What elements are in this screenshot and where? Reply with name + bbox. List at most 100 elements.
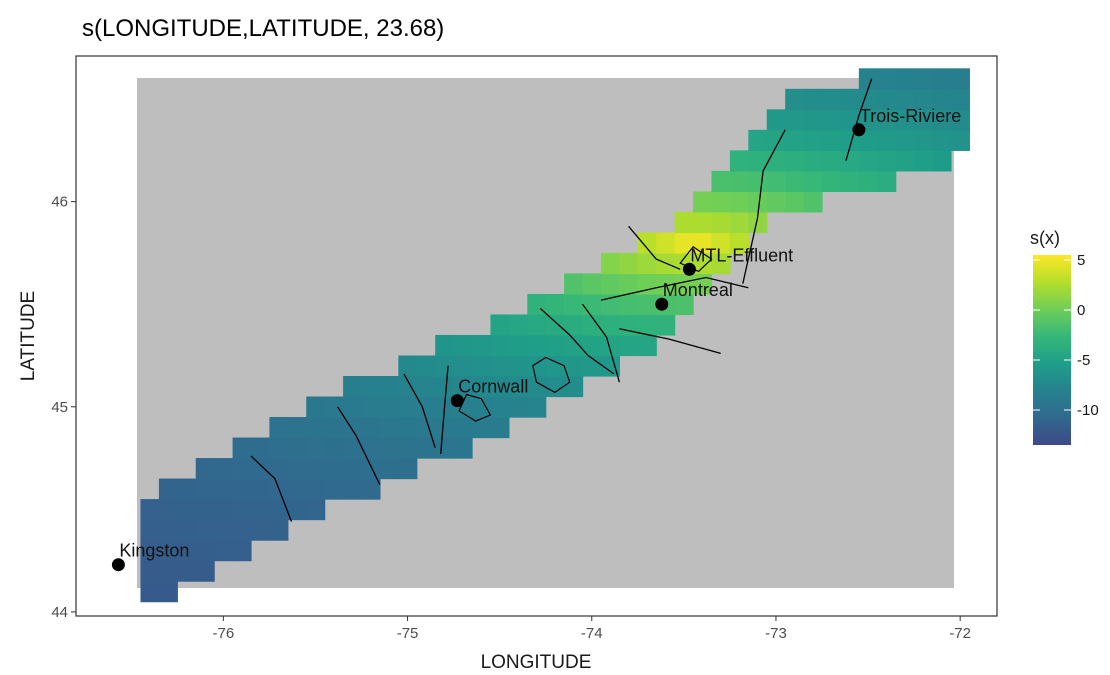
- heatmap-cell: [214, 458, 234, 480]
- heatmap-cell: [600, 273, 620, 295]
- heatmap-cell: [545, 355, 565, 377]
- heatmap-cell: [600, 355, 620, 377]
- heatmap-cell: [306, 458, 326, 480]
- heatmap-cell: [269, 499, 289, 521]
- heatmap-cell: [435, 437, 455, 459]
- location-point: [450, 394, 464, 408]
- heatmap-cell: [729, 170, 749, 192]
- heatmap-cell: [803, 150, 823, 172]
- heatmap-cell: [600, 314, 620, 336]
- heatmap-cell: [435, 355, 455, 377]
- heatmap-cell: [361, 478, 381, 500]
- heatmap-cell: [637, 252, 657, 275]
- location-label: Montreal: [663, 280, 733, 300]
- heatmap-cell: [914, 150, 934, 172]
- heatmap-cell: [472, 334, 492, 357]
- heatmap-cell: [766, 150, 786, 172]
- heatmap-cell: [398, 417, 418, 439]
- y-tick-label: 45: [51, 399, 68, 416]
- x-axis: -76 -75 -74 -73 -72: [213, 616, 971, 642]
- heatmap-cell: [877, 68, 897, 90]
- contour-line: [600, 276, 749, 301]
- heatmap-cell: [140, 540, 160, 562]
- heatmap-cell: [895, 109, 915, 131]
- heatmap-cell: [822, 88, 842, 110]
- heatmap-cell: [379, 437, 399, 459]
- x-tick-label: -73: [765, 625, 787, 642]
- heatmap-cell: [950, 109, 970, 131]
- heatmap-cell: [269, 417, 289, 439]
- heatmap-cell: [158, 499, 178, 521]
- heatmap-cell: [711, 211, 731, 234]
- heatmap-cell: [508, 314, 528, 336]
- heatmap-cell: [766, 191, 786, 213]
- heatmap-cell: [214, 540, 234, 562]
- heatmap-cell: [287, 458, 307, 480]
- location-point: [852, 123, 866, 137]
- heatmap-cell: [858, 129, 878, 151]
- heatmap-cell: [214, 478, 234, 500]
- heatmap-cell: [195, 560, 215, 582]
- heatmap-cell: [785, 109, 805, 131]
- heatmap-cell: [950, 68, 970, 90]
- heatmap-cell: [711, 191, 731, 213]
- heatmap-cell: [877, 129, 897, 151]
- heatmap-cell: [269, 519, 289, 541]
- heatmap-cell: [858, 109, 878, 131]
- heatmap-cell: [785, 129, 805, 151]
- heatmap-cell: [453, 334, 473, 357]
- heatmap-cell: [600, 334, 620, 357]
- heatmap-cell: [895, 68, 915, 90]
- location-label: Trois-Riviere: [860, 106, 961, 126]
- heatmap-cell: [490, 334, 510, 357]
- heatmap-cell: [729, 191, 749, 213]
- heatmap-cell: [195, 499, 215, 521]
- heatmap-cell: [637, 314, 657, 336]
- heatmap-cell: [914, 109, 934, 131]
- heatmap-cell: [895, 150, 915, 172]
- heatmap-cell: [361, 458, 381, 480]
- heatmap-cell: [324, 396, 344, 418]
- x-tick-label: -76: [213, 625, 235, 642]
- heatmap-cell: [472, 396, 492, 418]
- heatmap-cell: [343, 458, 363, 480]
- heatmap-cell: [527, 376, 547, 398]
- heatmap-cell: [195, 478, 215, 500]
- contour-lines: [250, 78, 873, 522]
- heatmap-cell: [324, 478, 344, 500]
- contour-line: [337, 406, 381, 485]
- heatmap-cell: [527, 314, 547, 336]
- heatmap-cell: [877, 150, 897, 172]
- heatmap-cell: [785, 170, 805, 192]
- heatmap-cell: [250, 499, 271, 521]
- heatmap-cell: [306, 417, 326, 439]
- contour-loop: [458, 393, 492, 422]
- heatmap-cell: [140, 581, 160, 603]
- heatmap-cell: [895, 88, 915, 110]
- y-tick-label: 46: [51, 194, 68, 211]
- heatmap-cell: [582, 273, 602, 295]
- heatmap-cell: [195, 519, 215, 541]
- heatmap-cell: [306, 499, 326, 521]
- heatmap-cell: [232, 519, 252, 541]
- heatmap-cell: [158, 540, 178, 562]
- heatmap-cell: [250, 458, 271, 480]
- heatmap-cell: [306, 478, 326, 500]
- heatmap-cell: [527, 334, 547, 357]
- heatmap-cell: [416, 376, 436, 398]
- legend-tick-label: -5: [1077, 352, 1090, 369]
- heatmap-cell: [545, 334, 565, 357]
- heatmap-cell: [287, 417, 307, 439]
- panel-border: [75, 55, 998, 617]
- heatmap-cell: [729, 211, 749, 234]
- heatmap-cell: [693, 211, 713, 234]
- heatmap-cell: [564, 273, 584, 295]
- heatmap-cell: [766, 109, 786, 131]
- legend-tick-label: 5: [1077, 252, 1085, 269]
- legend-tick-label: 0: [1077, 302, 1085, 319]
- heatmap-cell: [177, 540, 197, 562]
- x-axis-title: LONGITUDE: [481, 652, 592, 673]
- heatmap-cell: [490, 355, 510, 377]
- heatmap-cell: [840, 88, 860, 110]
